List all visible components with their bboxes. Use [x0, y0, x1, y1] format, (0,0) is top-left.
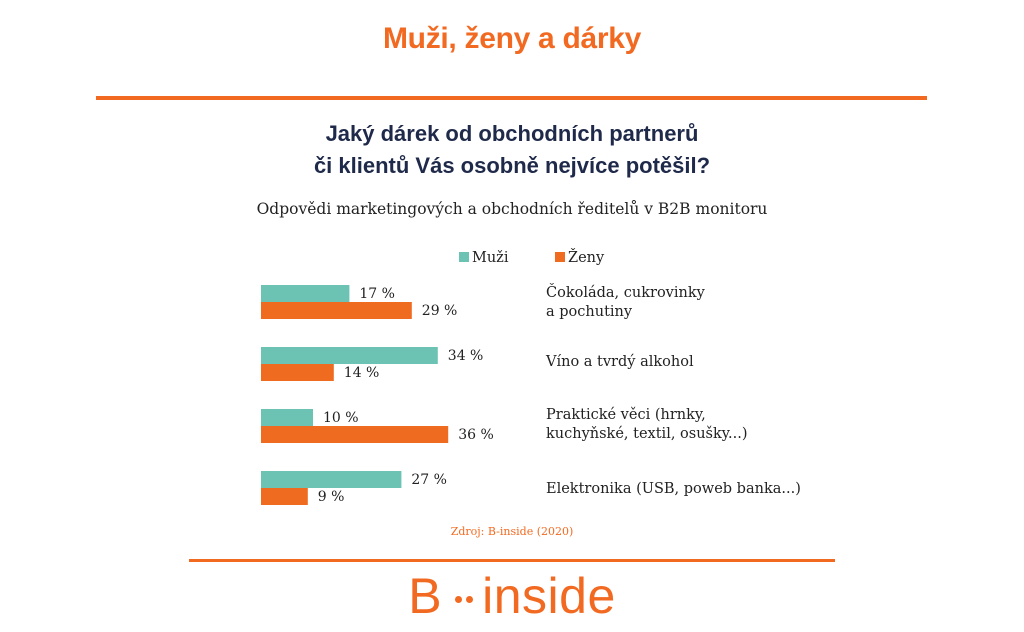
question-line-1: Jaký dárek od obchodních partnerů	[325, 121, 699, 146]
category-label-3: Elektronika (USB, poweb banka...)	[546, 481, 801, 497]
logo-letter-b: B	[408, 568, 443, 624]
bar-zeny-1	[261, 364, 334, 381]
legend-label-muzi: Muži	[472, 250, 509, 266]
question-line-2: či klientů Vás osobně nejvíce potěšil?	[313, 153, 711, 178]
category-label-1: Víno a tvrdý alkohol	[546, 354, 694, 370]
bar-muzi-0	[261, 285, 350, 302]
bar-zeny-0	[261, 302, 412, 319]
top-divider	[96, 96, 927, 100]
legend-label-zeny: Ženy	[568, 250, 605, 266]
chart-question: Jaký dárek od obchodních partnerů či kli…	[0, 118, 1024, 182]
legend-swatch-muzi	[459, 252, 469, 262]
bar-zeny-2	[261, 426, 449, 443]
bottom-divider	[189, 559, 835, 562]
value-label-muzi-3: 27 %	[411, 472, 447, 488]
bar-zeny-3	[261, 488, 308, 505]
legend-swatch-zeny	[555, 252, 565, 262]
logo-dots-icon	[442, 566, 482, 626]
value-label-zeny-3: 9 %	[318, 489, 345, 505]
value-label-zeny-1: 14 %	[344, 365, 380, 381]
legend-item-muzi: Muži	[459, 250, 508, 266]
category-label-0: Čokoláda, cukrovinky a pochutiny	[546, 285, 705, 320]
page-title: Muži, ženy a dárky	[382, 22, 642, 55]
logo-word-inside: inside	[482, 568, 616, 624]
value-label-muzi-0: 17 %	[359, 286, 395, 302]
source-note: Zdroj: B-inside (2020)	[450, 525, 574, 538]
value-label-zeny-2: 36 %	[458, 427, 494, 443]
bar-muzi-3	[261, 471, 402, 488]
category-label-2: Praktické věci (hrnky, kuchyňské, textil…	[546, 407, 748, 442]
value-label-muzi-2: 10 %	[323, 410, 359, 426]
value-label-muzi-1: 34 %	[448, 348, 484, 364]
bar-muzi-1	[261, 347, 438, 364]
value-label-zeny-0: 29 %	[422, 303, 458, 319]
bar-muzi-2	[261, 409, 313, 426]
chart-subtitle: Odpovědi marketingových a obchodních řed…	[256, 200, 768, 218]
legend-item-zeny: Ženy	[555, 250, 604, 266]
